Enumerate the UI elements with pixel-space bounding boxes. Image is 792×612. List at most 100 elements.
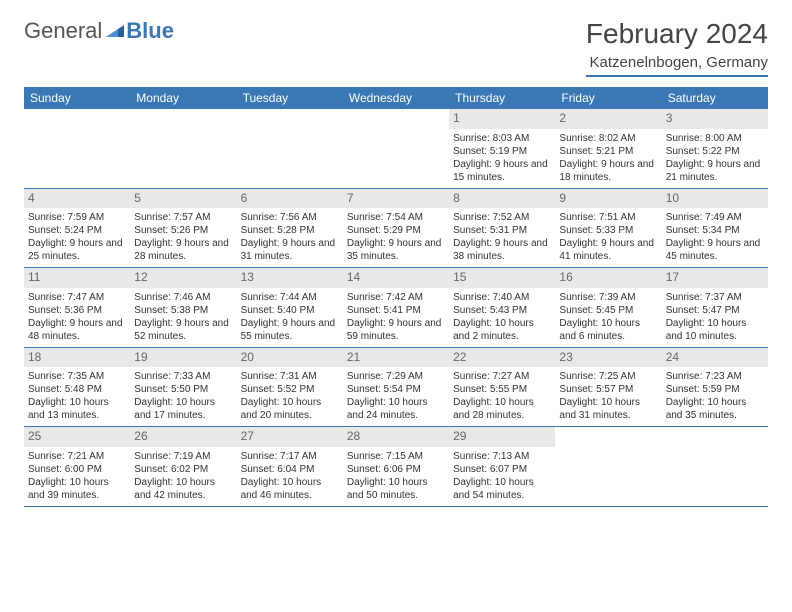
- daylight-line: Daylight: 10 hours and 10 minutes.: [666, 317, 764, 343]
- day-cell: 10Sunrise: 7:49 AMSunset: 5:34 PMDayligh…: [662, 189, 768, 268]
- day-header-row: SundayMondayTuesdayWednesdayThursdayFrid…: [24, 87, 768, 109]
- calendar-grid: SundayMondayTuesdayWednesdayThursdayFrid…: [24, 87, 768, 507]
- sunrise-line: Sunrise: 7:46 AM: [134, 291, 232, 304]
- day-cell: [24, 109, 130, 188]
- daylight-line: Daylight: 9 hours and 28 minutes.: [134, 237, 232, 263]
- daylight-line: Daylight: 9 hours and 59 minutes.: [347, 317, 445, 343]
- daylight-line: Daylight: 9 hours and 48 minutes.: [28, 317, 126, 343]
- daylight-line: Daylight: 10 hours and 20 minutes.: [241, 396, 339, 422]
- sunset-line: Sunset: 5:52 PM: [241, 383, 339, 396]
- day-number: 4: [24, 189, 130, 209]
- sunrise-line: Sunrise: 7:29 AM: [347, 370, 445, 383]
- day-cell: 17 Sunrise: 7:37 AMSunset: 5:47 PMDayligh…: [662, 268, 768, 347]
- day-cell: 29Sunrise: 7:13 AMSunset: 6:07 PMDayligh…: [449, 427, 555, 506]
- daylight-line: Daylight: 10 hours and 13 minutes.: [28, 396, 126, 422]
- day-cell: 12 Sunrise: 7:46 AMSunset: 5:38 PMDayligh…: [130, 268, 236, 347]
- day-cell: 21Sunrise: 7:29 AMSunset: 5:54 PMDayligh…: [343, 348, 449, 427]
- day-cell: 18Sunrise: 7:35 AMSunset: 5:48 PMDayligh…: [24, 348, 130, 427]
- daylight-line: Daylight: 9 hours and 52 minutes.: [134, 317, 232, 343]
- daylight-line: Daylight: 10 hours and 24 minutes.: [347, 396, 445, 422]
- sunset-line: Sunset: 5:38 PM: [134, 304, 232, 317]
- daylight-line: Daylight: 10 hours and 46 minutes.: [241, 476, 339, 502]
- day-number: 23: [555, 348, 661, 368]
- day-cell: 4Sunrise: 7:59 AMSunset: 5:24 PMDaylight…: [24, 189, 130, 268]
- sunrise-line: Sunrise: 7:35 AM: [28, 370, 126, 383]
- day-cell: 7Sunrise: 7:54 AMSunset: 5:29 PMDaylight…: [343, 189, 449, 268]
- sunrise-line: Sunrise: 7:59 AM: [28, 211, 126, 224]
- sunrise-line: Sunrise: 8:03 AM: [453, 132, 551, 145]
- day-cell: [555, 427, 661, 506]
- sunrise-line: Sunrise: 7:42 AM: [347, 291, 445, 304]
- day-header: Monday: [130, 87, 236, 109]
- sunrise-line: Sunrise: 7:37 AM: [666, 291, 764, 304]
- day-header: Saturday: [662, 87, 768, 109]
- sunrise-line: Sunrise: 7:27 AM: [453, 370, 551, 383]
- day-number: 12: [130, 268, 236, 288]
- sunset-line: Sunset: 5:45 PM: [559, 304, 657, 317]
- day-header: Sunday: [24, 87, 130, 109]
- sunrise-line: Sunrise: 7:21 AM: [28, 450, 126, 463]
- day-number: 6: [237, 189, 343, 209]
- title-block: February 2024 Katzenelnbogen, Germany: [586, 18, 768, 77]
- sunrise-line: Sunrise: 7:17 AM: [241, 450, 339, 463]
- sunrise-line: Sunrise: 8:02 AM: [559, 132, 657, 145]
- sunset-line: Sunset: 5:59 PM: [666, 383, 764, 396]
- day-number: 20: [237, 348, 343, 368]
- week-row: 25Sunrise: 7:21 AMSunset: 6:00 PMDayligh…: [24, 427, 768, 507]
- sunrise-line: Sunrise: 7:44 AM: [241, 291, 339, 304]
- sunset-line: Sunset: 5:22 PM: [666, 145, 764, 158]
- day-cell: 9Sunrise: 7:51 AMSunset: 5:33 PMDaylight…: [555, 189, 661, 268]
- day-number: 2: [555, 109, 661, 129]
- day-cell: 8Sunrise: 7:52 AMSunset: 5:31 PMDaylight…: [449, 189, 555, 268]
- sunset-line: Sunset: 5:36 PM: [28, 304, 126, 317]
- day-number: 16: [555, 268, 661, 288]
- daylight-line: Daylight: 9 hours and 21 minutes.: [666, 158, 764, 184]
- day-cell: 6Sunrise: 7:56 AMSunset: 5:28 PMDaylight…: [237, 189, 343, 268]
- day-number: 9: [555, 189, 661, 209]
- day-number: 7: [343, 189, 449, 209]
- daylight-line: Daylight: 9 hours and 15 minutes.: [453, 158, 551, 184]
- sunset-line: Sunset: 5:26 PM: [134, 224, 232, 237]
- day-number: 14: [343, 268, 449, 288]
- header: General Blue February 2024 Katzenelnboge…: [24, 18, 768, 77]
- day-header: Wednesday: [343, 87, 449, 109]
- sunset-line: Sunset: 5:48 PM: [28, 383, 126, 396]
- sunset-line: Sunset: 6:06 PM: [347, 463, 445, 476]
- daylight-line: Daylight: 10 hours and 42 minutes.: [134, 476, 232, 502]
- day-cell: 25Sunrise: 7:21 AMSunset: 6:00 PMDayligh…: [24, 427, 130, 506]
- sunset-line: Sunset: 5:57 PM: [559, 383, 657, 396]
- day-header: Friday: [555, 87, 661, 109]
- sunset-line: Sunset: 6:07 PM: [453, 463, 551, 476]
- sunset-line: Sunset: 6:02 PM: [134, 463, 232, 476]
- day-number: 13: [237, 268, 343, 288]
- sunset-line: Sunset: 5:31 PM: [453, 224, 551, 237]
- day-header: Thursday: [449, 87, 555, 109]
- sunset-line: Sunset: 5:40 PM: [241, 304, 339, 317]
- sunrise-line: Sunrise: 7:39 AM: [559, 291, 657, 304]
- sunset-line: Sunset: 5:24 PM: [28, 224, 126, 237]
- day-number: 15: [449, 268, 555, 288]
- day-number: 22: [449, 348, 555, 368]
- daylight-line: Daylight: 9 hours and 31 minutes.: [241, 237, 339, 263]
- day-number: 25: [24, 427, 130, 447]
- day-cell: 3Sunrise: 8:00 AMSunset: 5:22 PMDaylight…: [662, 109, 768, 188]
- day-number: 24: [662, 348, 768, 368]
- day-number: 1: [449, 109, 555, 129]
- daylight-line: Daylight: 10 hours and 6 minutes.: [559, 317, 657, 343]
- week-row: 4 Sunrise: 7:59 AMSunset: 5:24 PM Daylight…: [24, 189, 768, 269]
- day-number: 17: [662, 268, 768, 288]
- day-cell: [130, 109, 236, 188]
- day-number: 29: [449, 427, 555, 447]
- sunset-line: Sunset: 5:47 PM: [666, 304, 764, 317]
- sunrise-line: Sunrise: 7:57 AM: [134, 211, 232, 224]
- day-number: 28: [343, 427, 449, 447]
- brand-name-1: General: [24, 18, 102, 44]
- sunset-line: Sunset: 5:19 PM: [453, 145, 551, 158]
- daylight-line: Daylight: 10 hours and 31 minutes.: [559, 396, 657, 422]
- day-number: 10: [662, 189, 768, 209]
- brand-name-2: Blue: [126, 18, 174, 43]
- week-row: 11Sunrise: 7:47 AMSunset: 5:36 PMDayligh…: [24, 268, 768, 348]
- sunrise-line: Sunrise: 7:49 AM: [666, 211, 764, 224]
- sunrise-line: Sunrise: 7:31 AM: [241, 370, 339, 383]
- day-number: 11: [24, 268, 130, 288]
